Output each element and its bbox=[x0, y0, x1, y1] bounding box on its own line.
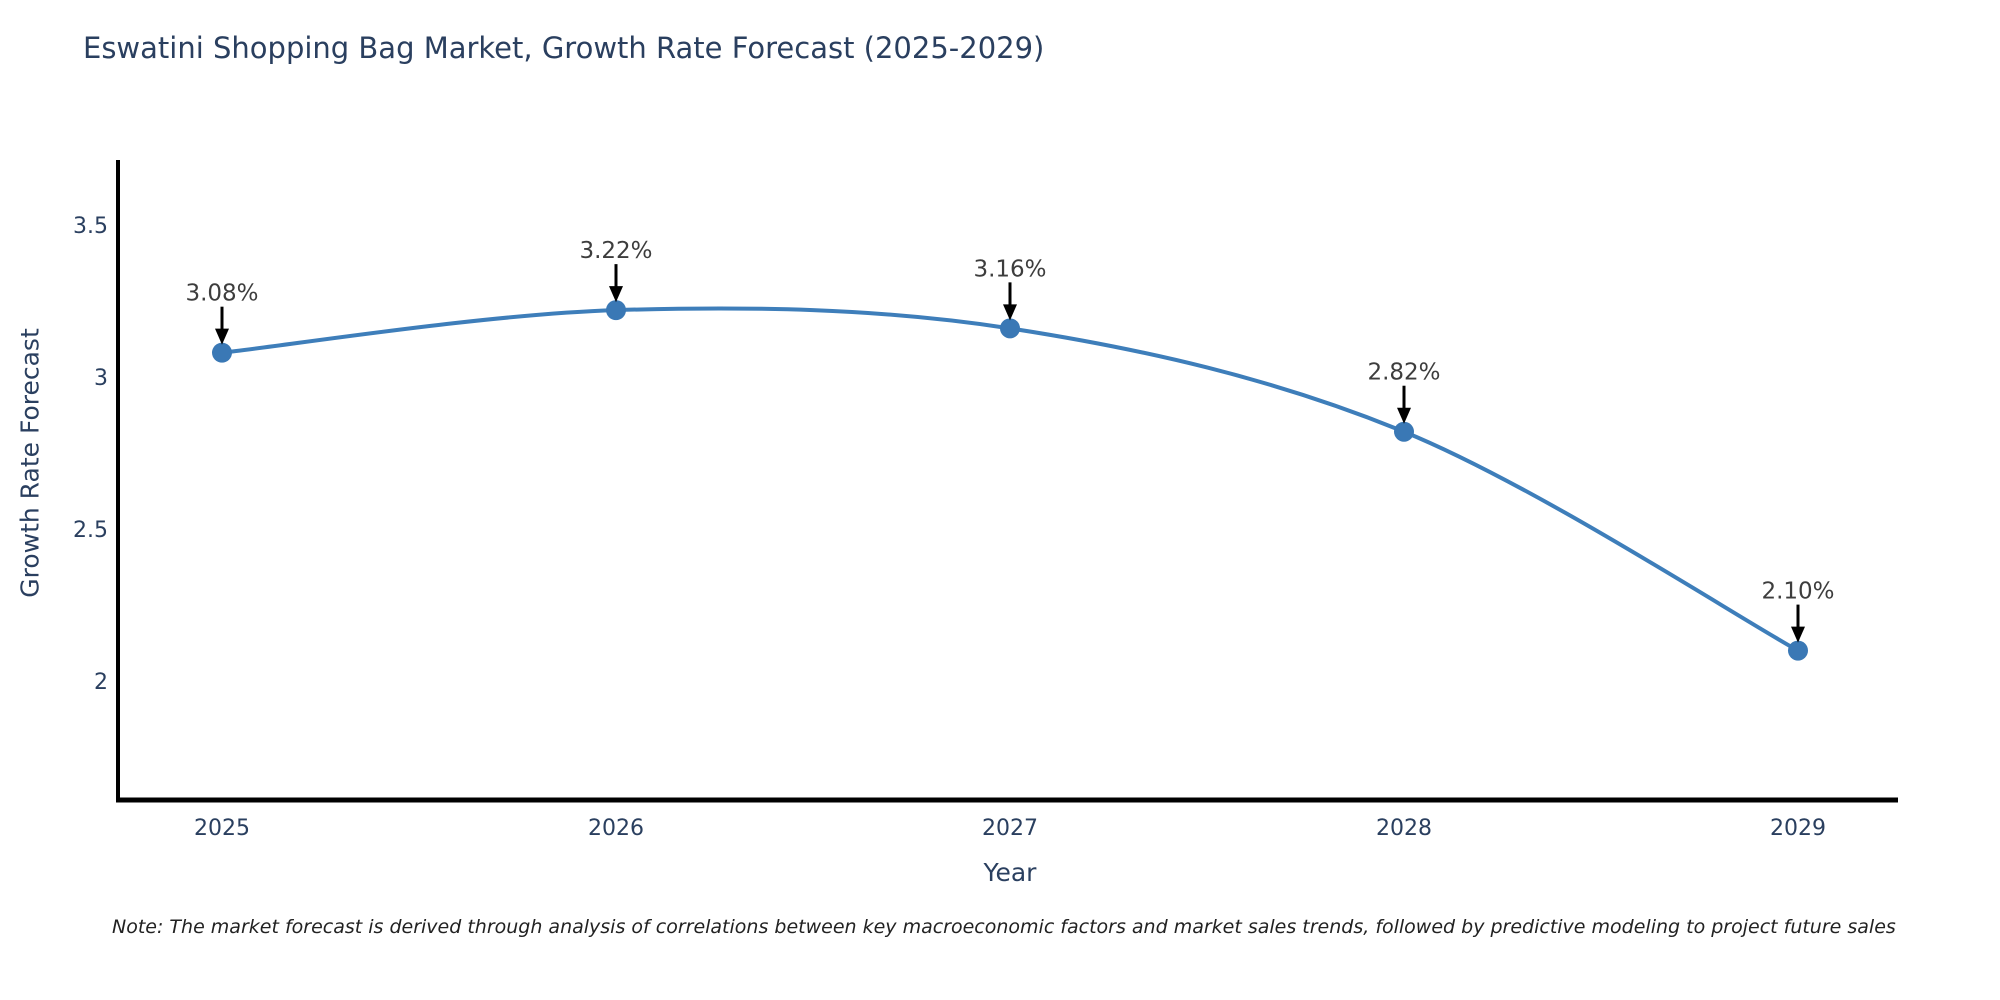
forecast-line bbox=[220, 306, 1800, 653]
y-tick-label: 3.5 bbox=[73, 214, 108, 239]
annotation-arrowhead-icon bbox=[1397, 407, 1411, 424]
y-axis-title: Growth Rate Forecast bbox=[15, 328, 45, 598]
data-point-marker[interactable] bbox=[1000, 318, 1020, 339]
annotation-arrowhead-icon bbox=[1791, 626, 1805, 643]
annotation-arrowhead-icon bbox=[609, 286, 623, 303]
data-point-marker[interactable] bbox=[212, 342, 232, 363]
y-tick-label: 2.5 bbox=[73, 518, 108, 543]
data-point-label: 3.16% bbox=[973, 256, 1046, 282]
x-tick-label: 2026 bbox=[588, 816, 644, 841]
data-point-label: 2.82% bbox=[1367, 360, 1440, 386]
data-point-marker[interactable] bbox=[1394, 421, 1414, 442]
footnote: Note: The market forecast is derived thr… bbox=[112, 916, 1896, 938]
data-point-label: 2.10% bbox=[1761, 579, 1834, 605]
data-point-marker[interactable] bbox=[1788, 640, 1808, 661]
y-tick-label: 3 bbox=[94, 366, 108, 391]
chart-title: Eswatini Shopping Bag Market, Growth Rat… bbox=[83, 31, 1045, 65]
annotation-arrowhead-icon bbox=[215, 328, 229, 345]
x-tick-label: 2027 bbox=[982, 816, 1038, 841]
x-axis-title: Year bbox=[983, 858, 1037, 887]
data-point-label: 3.22% bbox=[579, 238, 652, 264]
x-tick-label: 2029 bbox=[1770, 816, 1826, 841]
annotation-arrowhead-icon bbox=[1003, 304, 1017, 321]
x-tick-label: 2028 bbox=[1376, 816, 1432, 841]
data-point-label: 3.08% bbox=[185, 281, 258, 307]
x-tick-label: 2025 bbox=[194, 816, 250, 841]
data-point-marker[interactable] bbox=[606, 300, 626, 321]
y-tick-label: 2 bbox=[94, 670, 108, 695]
